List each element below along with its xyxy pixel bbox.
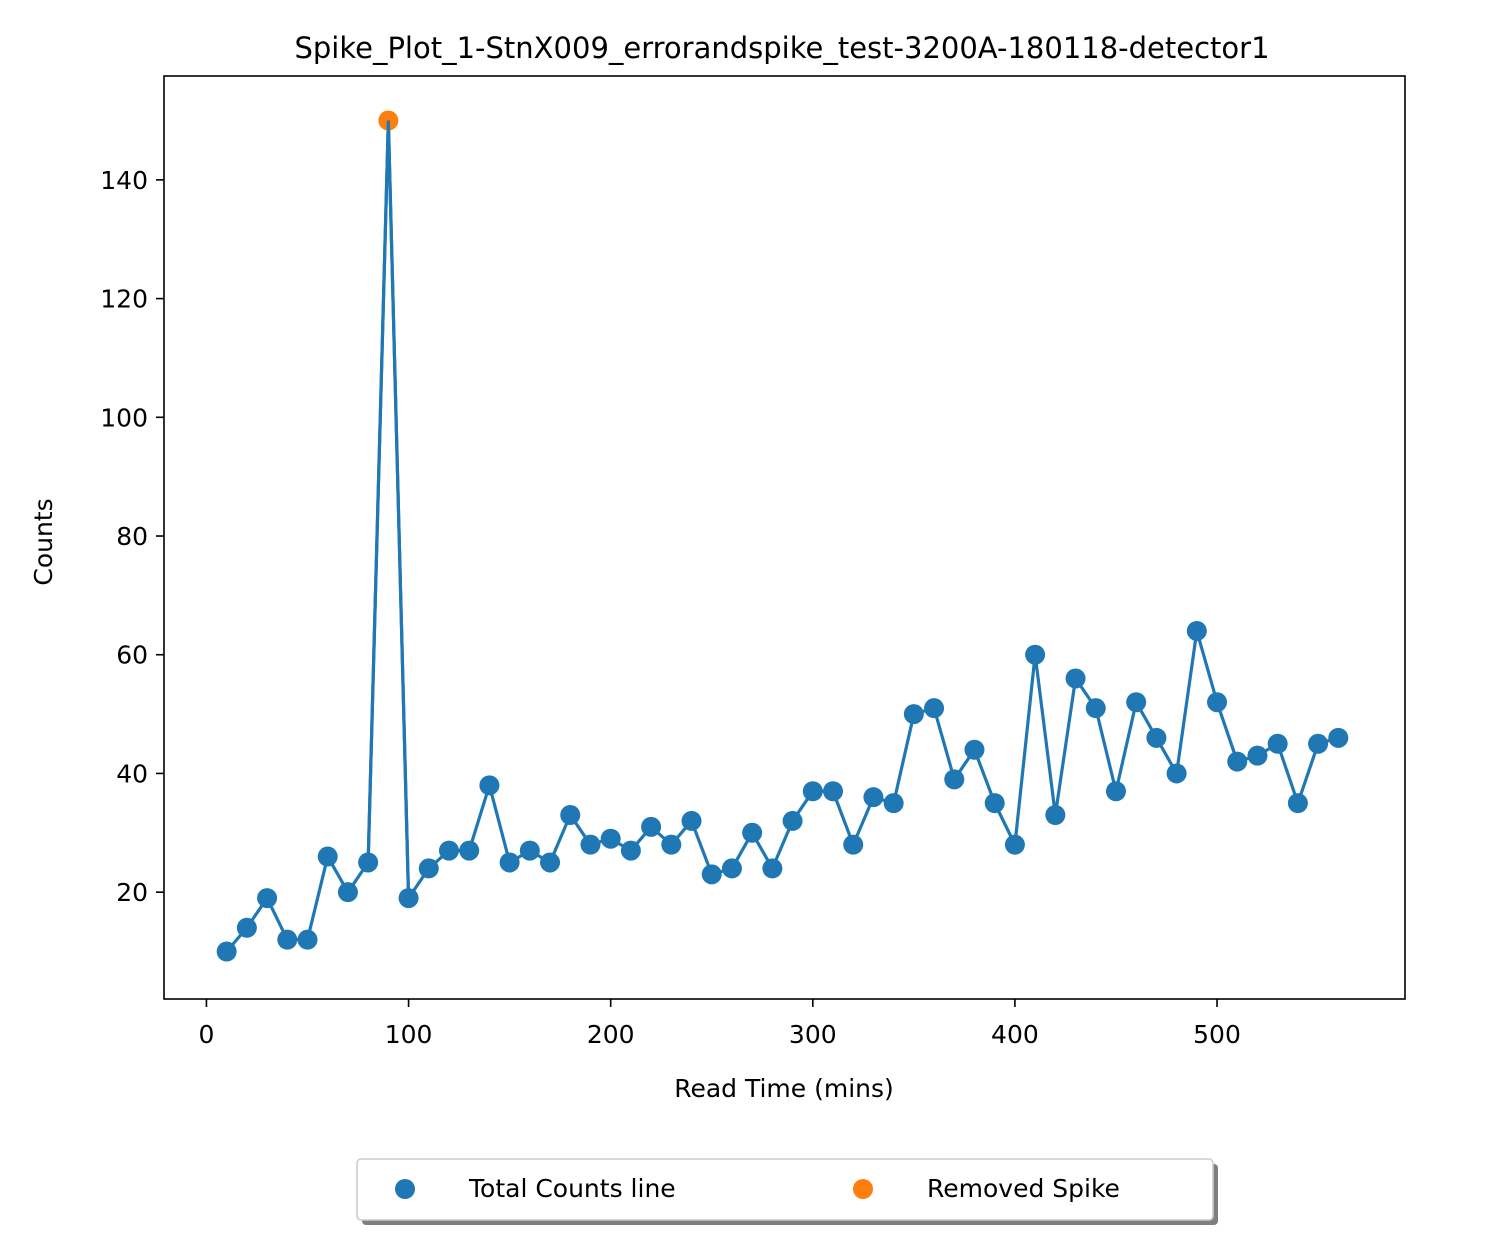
y-tick-label: 60 — [116, 641, 148, 670]
data-point-total-counts — [1025, 644, 1046, 665]
data-point-total-counts — [1004, 834, 1025, 855]
data-point-total-counts — [519, 840, 540, 861]
data-point-total-counts — [1085, 698, 1106, 719]
x-tick-label: 500 — [1193, 1020, 1241, 1049]
x-tick-label: 300 — [789, 1020, 837, 1049]
data-point-total-counts — [418, 858, 439, 879]
x-axis-label: Read Time (mins) — [674, 1074, 894, 1103]
x-tick-label: 200 — [587, 1020, 635, 1049]
legend-label-removed-spike: Removed Spike — [927, 1174, 1120, 1203]
legend-box — [356, 1158, 1214, 1221]
y-tick-label: 40 — [116, 759, 148, 788]
chart-title: Spike_Plot_1-StnX009_errorandspike_test-… — [294, 31, 1269, 65]
data-point-total-counts — [1287, 793, 1308, 814]
data-point-total-counts — [661, 834, 682, 855]
data-point-total-counts — [1267, 733, 1288, 754]
axes-frame — [163, 75, 1406, 1000]
y-tick-label: 20 — [116, 878, 148, 907]
data-point-total-counts — [499, 852, 520, 873]
data-point-total-counts — [903, 704, 924, 725]
data-point-total-counts — [297, 929, 318, 950]
data-point-total-counts — [782, 810, 803, 831]
data-point-total-counts — [257, 888, 278, 909]
legend: Total Counts line Removed Spike — [356, 1158, 1218, 1225]
data-point-total-counts — [944, 769, 965, 790]
x-tick-label: 100 — [385, 1020, 433, 1049]
data-point-total-counts — [479, 775, 500, 796]
data-point-total-counts — [721, 858, 742, 879]
data-point-total-counts — [1227, 751, 1248, 772]
data-point-total-counts — [560, 804, 581, 825]
plot-area — [216, 110, 1349, 962]
data-point-total-counts — [1065, 668, 1086, 689]
data-point-total-counts — [641, 816, 662, 837]
data-point-total-counts — [438, 840, 459, 861]
legend-label-total-counts: Total Counts line — [468, 1174, 676, 1203]
data-point-total-counts — [802, 781, 823, 802]
data-point-total-counts — [1328, 727, 1349, 748]
data-point-total-counts — [620, 840, 641, 861]
data-point-total-counts — [337, 882, 358, 903]
data-point-total-counts — [1308, 733, 1329, 754]
data-point-total-counts — [1186, 620, 1207, 641]
data-point-total-counts — [984, 793, 1005, 814]
data-point-total-counts — [580, 834, 601, 855]
data-point-total-counts — [216, 941, 237, 962]
y-tick-label: 80 — [116, 522, 148, 551]
data-point-total-counts — [1045, 804, 1066, 825]
data-point-total-counts — [600, 828, 621, 849]
data-point-total-counts — [762, 858, 783, 879]
data-point-total-counts — [459, 840, 480, 861]
data-point-total-counts — [924, 698, 945, 719]
data-point-total-counts — [398, 888, 419, 909]
series-line-spike-segment — [366, 120, 411, 899]
data-point-total-counts — [540, 852, 561, 873]
data-point-total-counts — [863, 787, 884, 808]
legend-marker-total-counts — [395, 1179, 415, 1199]
data-point-total-counts — [317, 846, 338, 867]
data-point-total-counts — [1105, 781, 1126, 802]
data-point-total-counts — [701, 864, 722, 885]
data-point-total-counts — [1146, 727, 1167, 748]
data-point-total-counts — [681, 810, 702, 831]
data-point-total-counts — [843, 834, 864, 855]
data-point-total-counts — [1207, 692, 1228, 713]
y-tick-label: 100 — [100, 403, 148, 432]
data-point-total-counts — [1247, 745, 1268, 766]
x-tick-label: 400 — [991, 1020, 1039, 1049]
data-point-total-counts — [277, 929, 298, 950]
axis-ticks: 0 100 200 300 400 500 20 40 60 80 100 120 140 — [100, 166, 1241, 1049]
legend-marker-removed-spike — [853, 1179, 873, 1199]
y-tick-label: 140 — [100, 166, 148, 195]
data-point-total-counts — [823, 781, 844, 802]
y-tick-label: 120 — [100, 285, 148, 314]
data-point-total-counts — [1126, 692, 1147, 713]
data-point-total-counts — [1166, 763, 1187, 784]
y-axis-label: Counts — [29, 498, 58, 585]
x-tick-label: 0 — [198, 1020, 214, 1049]
data-point-total-counts — [236, 917, 257, 938]
data-point-total-counts — [742, 822, 763, 843]
data-point-total-counts — [964, 739, 985, 760]
data-point-total-counts — [883, 793, 904, 814]
